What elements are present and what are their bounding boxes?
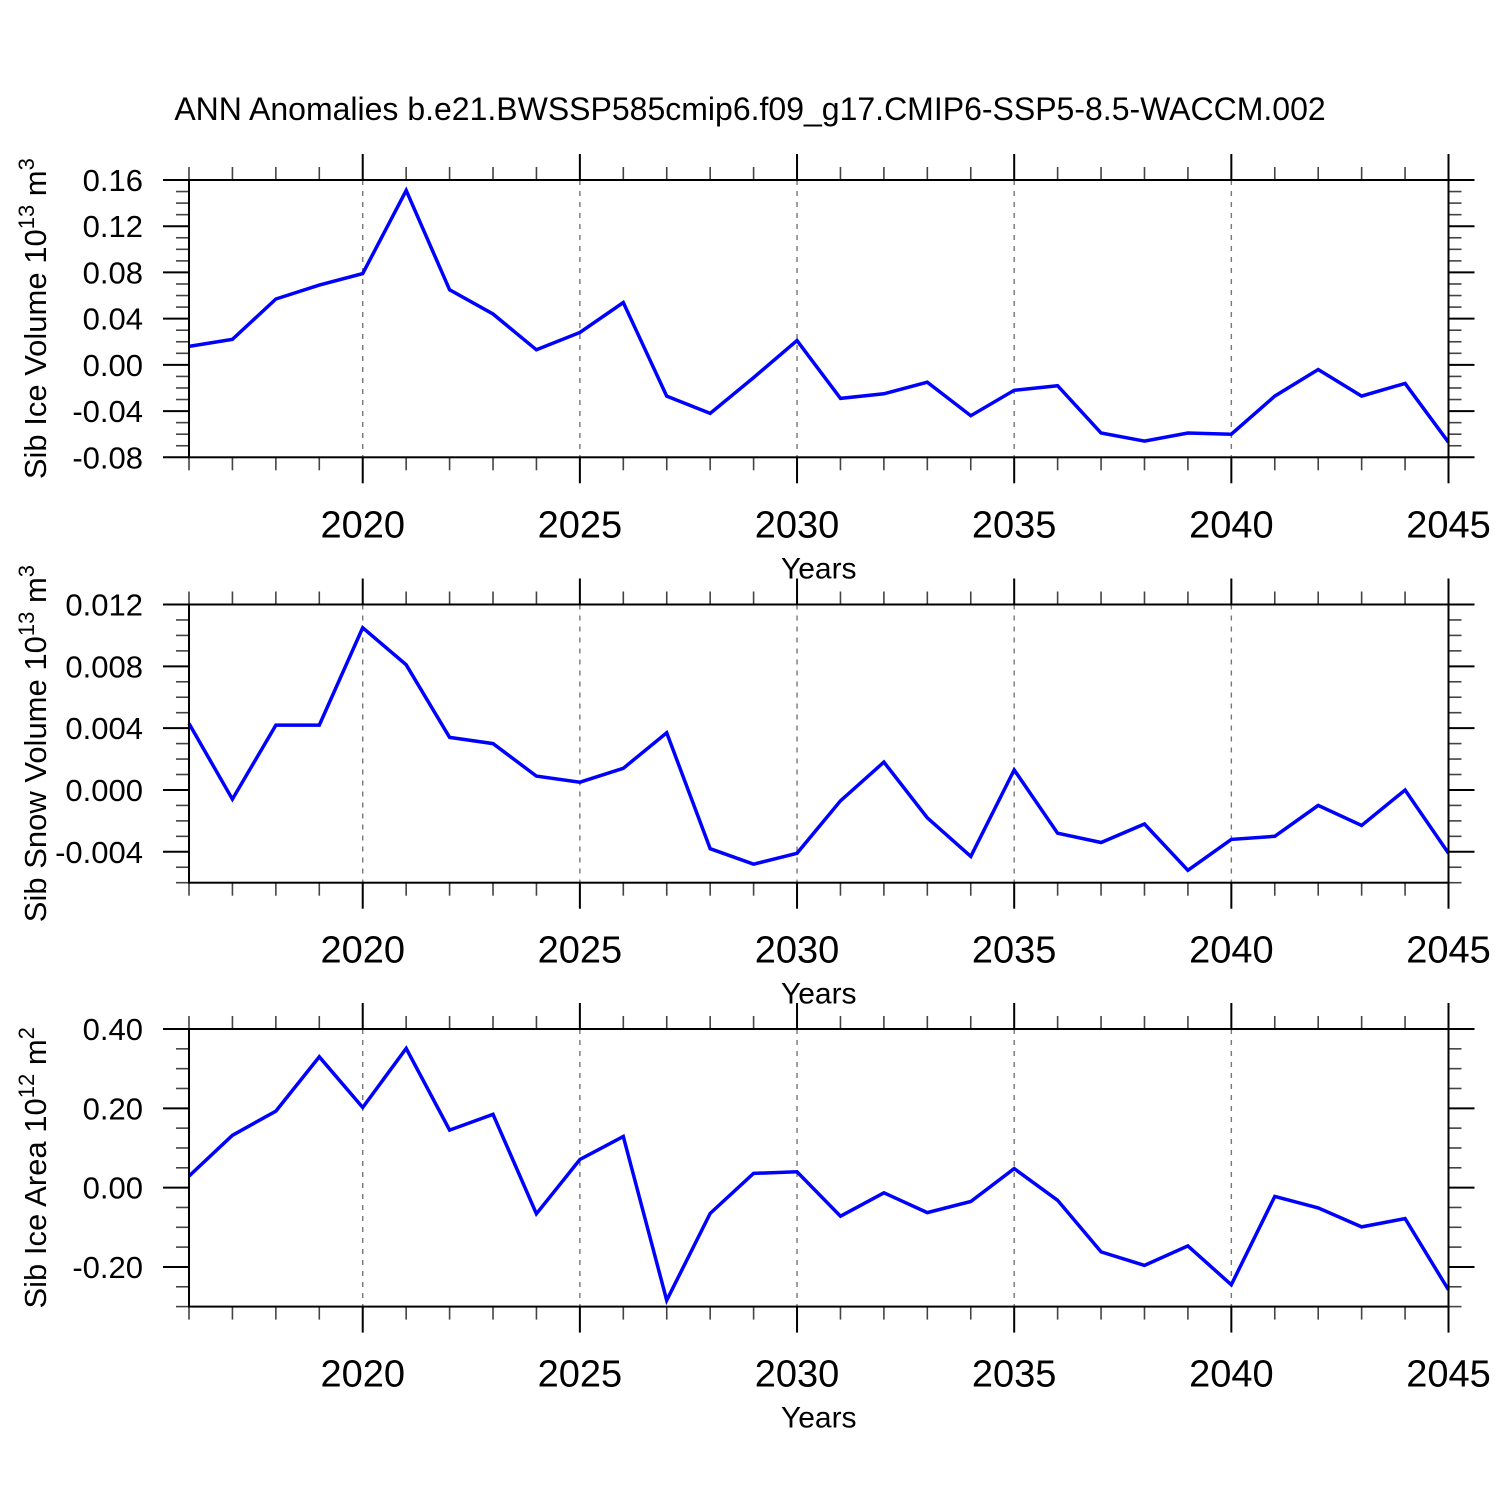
x-tick-label: 2020	[320, 930, 405, 972]
y-axis-title-sup: 13	[14, 205, 39, 229]
y-tick-label: 0.004	[65, 711, 143, 746]
y-tick-label: -0.04	[72, 394, 143, 429]
data-line	[187, 1045, 1450, 1306]
x-tick-label: 2030	[755, 504, 840, 546]
x-tick-label: 2025	[538, 1354, 623, 1396]
x-tick-label: 2045	[1406, 504, 1491, 546]
y-axis-title-sup: 3	[14, 565, 39, 577]
y-axis-title: Sib Ice Area 1012 m2	[14, 1027, 53, 1308]
y-tick-label: 0.00	[83, 1171, 143, 1206]
y-axis-title: Sib Snow Volume 1013 m3	[14, 565, 53, 922]
y-tick-label: 0.012	[65, 588, 143, 623]
y-tick-label: 0.008	[65, 649, 143, 684]
y-tick-label: 0.08	[83, 255, 143, 290]
chart-1: 0.012 0.008 0.004 0.000 -0.004 2020 2025 2030 20…	[14, 565, 1491, 1011]
y-tick-label: 0.00	[83, 348, 143, 383]
y-axis-title-text: m	[18, 1039, 53, 1073]
chart-0: 0.16 0.12 0.08 0.04 0.00 -0.04 -0.08 2020 2025 20…	[14, 154, 1491, 585]
x-tick-label: 2040	[1189, 930, 1274, 972]
y-axis-title-sup: 13	[14, 612, 39, 636]
y-tick-label: -0.20	[72, 1250, 143, 1285]
y-axis-title-text: Sib Ice Area 10	[18, 1098, 53, 1308]
x-tick-label: 2045	[1406, 930, 1491, 972]
plot-frame	[188, 603, 1450, 884]
y-tick-label: -0.004	[55, 835, 143, 870]
x-tick-label: 2025	[538, 930, 623, 972]
plot-frame	[188, 179, 1450, 459]
y-axis-title-text: Sib Snow Volume 10	[18, 636, 53, 922]
figure-title: ANN Anomalies b.e21.BWSSP585cmip6.f09_g1…	[174, 91, 1326, 127]
x-tick-label: 2030	[755, 930, 840, 972]
y-axis-title-text: Sib Ice Volume 10	[18, 229, 53, 479]
x-tick-label: 2040	[1189, 504, 1274, 546]
x-tick-label: 2035	[972, 930, 1057, 972]
plot-frame	[188, 1028, 1450, 1308]
x-tick-label: 2025	[538, 504, 623, 546]
y-tick-label: 0.20	[83, 1091, 143, 1126]
y-tick-label: 0.000	[65, 773, 143, 808]
x-tick-label: 2030	[755, 1354, 840, 1396]
y-tick-label: 0.12	[83, 209, 143, 244]
data-line	[187, 624, 1450, 873]
chart-2: 0.40 0.20 0.00 -0.20 2020 2025 2030 2035 2040 204…	[14, 1003, 1491, 1435]
y-axis-title-sup: 2	[14, 1027, 39, 1039]
y-tick-label: 0.40	[83, 1012, 143, 1047]
y-axis-title-sup: 3	[14, 158, 39, 170]
data-line	[188, 186, 1450, 444]
y-axis-title-text: m	[18, 170, 53, 204]
y-axis-title-sup: 12	[14, 1074, 39, 1098]
y-tick-label: -0.08	[72, 440, 143, 475]
y-tick-label: 0.16	[83, 163, 143, 198]
x-tick-label: 2020	[320, 504, 405, 546]
x-axis-title: Years	[781, 1402, 857, 1435]
y-axis-title-text: m	[18, 577, 53, 611]
x-tick-label: 2035	[972, 1354, 1057, 1396]
x-axis-title: Years	[781, 552, 857, 585]
x-tick-label: 2040	[1189, 1354, 1274, 1396]
y-axis-title: Sib Ice Volume 1013 m3	[14, 158, 53, 479]
x-tick-label: 2020	[320, 1354, 405, 1396]
x-tick-label: 2045	[1406, 1354, 1491, 1396]
x-axis-title: Years	[781, 978, 857, 1011]
y-tick-label: 0.04	[83, 302, 143, 337]
x-tick-label: 2035	[972, 504, 1057, 546]
